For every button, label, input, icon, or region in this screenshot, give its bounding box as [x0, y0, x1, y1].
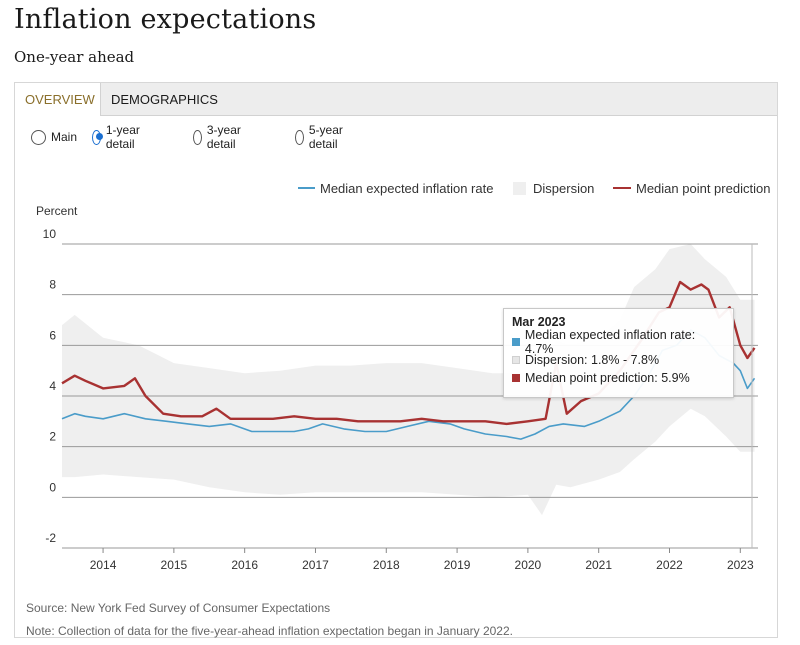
- tooltip-row-dispersion: Dispersion: 1.8% - 7.8%: [512, 351, 725, 369]
- tooltip-median-swatch: [512, 338, 520, 346]
- radio-5-year-detail-circle[interactable]: [295, 129, 304, 145]
- page-title: Inflation expectations: [14, 4, 317, 35]
- plot-area: 10 8 6 4 2 0 -2 2014 2015 2016 2017 2018 2019 2020 202…: [43, 227, 758, 572]
- x-tick-label: 2016: [231, 558, 258, 572]
- footer-source: Source: New York Fed Survey of Consumer …: [26, 601, 331, 615]
- tooltip-point-swatch: [512, 374, 520, 382]
- y-tick-label: 4: [49, 379, 56, 393]
- x-tick-label: 2023: [727, 558, 754, 572]
- y-tick-label: 10: [43, 227, 57, 241]
- legend-median-label[interactable]: Median expected inflation rate: [320, 181, 493, 196]
- dispersion-band: [62, 244, 755, 516]
- legend-dispersion-swatch: [513, 182, 526, 195]
- radio-1-year-detail[interactable]: 1-year detail: [92, 123, 141, 151]
- radio-main-label: Main: [51, 130, 78, 144]
- median-point-line: [61, 280, 756, 426]
- y-tick-label: 0: [49, 480, 56, 494]
- x-tick-label: 2014: [90, 558, 117, 572]
- legend-point-label[interactable]: Median point prediction: [636, 181, 770, 196]
- radio-main-circle[interactable]: [31, 129, 46, 145]
- x-tick-label: 2021: [585, 558, 612, 572]
- tooltip-dispersion-swatch: [512, 356, 520, 364]
- footer-note: Note: Collection of data for the five-ye…: [26, 624, 513, 638]
- radio-5-year-detail[interactable]: 5-year detail: [295, 123, 344, 151]
- tooltip-title: Mar 2023: [512, 315, 566, 329]
- x-tick-label: 2017: [302, 558, 329, 572]
- y-axis-label: Percent: [36, 204, 78, 218]
- y-tick-label: 2: [49, 430, 56, 444]
- radio-1-year-detail-label: 1-year detail: [105, 123, 140, 151]
- x-tick-label: 2015: [161, 558, 188, 572]
- x-tick-label: 2020: [515, 558, 542, 572]
- radio-main[interactable]: Main: [31, 127, 77, 147]
- tab-bar: OVERVIEW DEMOGRAPHICS: [15, 83, 777, 116]
- radio-5-year-detail-label: 5-year detail: [308, 123, 343, 151]
- tab-overview[interactable]: OVERVIEW: [15, 83, 101, 116]
- tooltip-point-text: Median point prediction: 5.9%: [525, 371, 690, 385]
- y-tick-label: 6: [49, 328, 56, 342]
- tooltip-median-text: Median expected inflation rate: 4.7%: [524, 328, 696, 356]
- chart-card: OVERVIEW DEMOGRAPHICS Main 1-year detail…: [14, 82, 778, 638]
- y-tick-label: 8: [49, 278, 56, 292]
- tooltip-dispersion-text: Dispersion: 1.8% - 7.8%: [525, 353, 660, 367]
- radio-3-year-detail[interactable]: 3-year detail: [193, 123, 242, 151]
- radio-1-year-detail-circle[interactable]: [92, 129, 103, 145]
- radio-3-year-detail-label: 3-year detail: [206, 123, 241, 151]
- x-tick-label: 2019: [444, 558, 471, 572]
- x-tick-label: 2018: [373, 558, 400, 572]
- x-tick-label: 2022: [656, 558, 683, 572]
- tab-demographics[interactable]: DEMOGRAPHICS: [111, 92, 218, 107]
- tooltip-row-point: Median point prediction: 5.9%: [512, 369, 725, 387]
- chart-legend: Median expected inflation rate Dispersio…: [298, 181, 770, 196]
- y-tick-label: -2: [45, 531, 56, 545]
- legend-dispersion-label[interactable]: Dispersion: [533, 181, 594, 196]
- page-subtitle: One-year ahead: [14, 48, 135, 66]
- inflation-chart: Median expected inflation rate Dispersio…: [36, 181, 770, 572]
- radio-3-year-detail-circle[interactable]: [193, 129, 202, 145]
- tooltip-row-median: Median expected inflation rate: 4.7%: [512, 328, 725, 356]
- chart-tooltip: Mar 2023 Median expected inflation rate:…: [503, 308, 734, 398]
